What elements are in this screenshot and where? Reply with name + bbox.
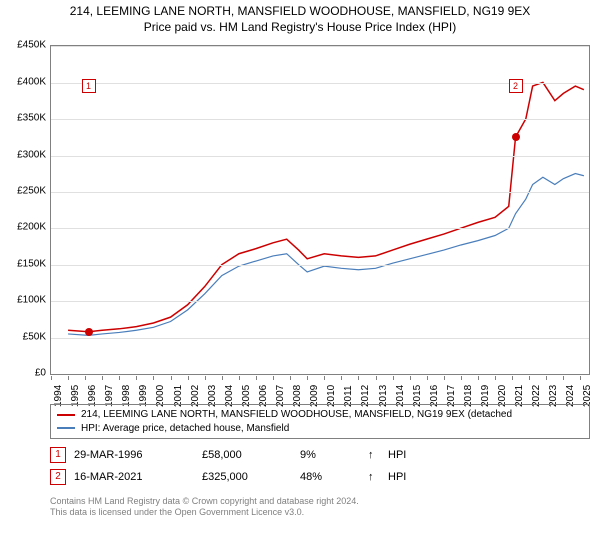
transaction-hpi: HPI <box>388 471 418 483</box>
transaction-pct: 48% <box>300 471 360 483</box>
y-tick-label: £200K <box>2 222 46 233</box>
x-tick-mark <box>580 376 581 380</box>
x-tick-mark <box>239 376 240 380</box>
x-tick-mark <box>51 376 52 380</box>
legend-row: 214, LEEMING LANE NORTH, MANSFIELD WOODH… <box>57 408 583 422</box>
x-tick-mark <box>324 376 325 380</box>
x-tick-mark <box>563 376 564 380</box>
x-tick-mark <box>256 376 257 380</box>
y-tick-label: £250K <box>2 185 46 196</box>
x-tick-mark <box>478 376 479 380</box>
gridline <box>51 265 589 266</box>
gridline <box>51 192 589 193</box>
series-svg <box>51 46 589 374</box>
transaction-dot <box>512 133 520 141</box>
arrow-up-icon: ↑ <box>368 471 380 483</box>
chart-container: 214, LEEMING LANE NORTH, MANSFIELD WOODH… <box>0 0 600 560</box>
x-tick-mark <box>188 376 189 380</box>
gridline <box>51 46 589 47</box>
gridline <box>51 338 589 339</box>
transaction-hpi: HPI <box>388 449 418 461</box>
transaction-marker: 1 <box>82 79 96 93</box>
y-tick-label: £450K <box>2 40 46 51</box>
legend: 214, LEEMING LANE NORTH, MANSFIELD WOODH… <box>50 404 590 439</box>
transaction-pct: 9% <box>300 449 360 461</box>
plot-area: 12 <box>50 45 590 375</box>
transaction-num: 1 <box>50 447 66 463</box>
x-tick-mark <box>222 376 223 380</box>
arrow-up-icon: ↑ <box>368 449 380 461</box>
title-line-2: Price paid vs. HM Land Registry's House … <box>0 20 600 36</box>
y-tick-label: £150K <box>2 258 46 269</box>
x-tick-mark <box>512 376 513 380</box>
footer-line-1: Contains HM Land Registry data © Crown c… <box>50 496 590 507</box>
x-tick-mark <box>273 376 274 380</box>
x-tick-mark <box>290 376 291 380</box>
x-tick-mark <box>307 376 308 380</box>
gridline <box>51 301 589 302</box>
title-line-1: 214, LEEMING LANE NORTH, MANSFIELD WOODH… <box>0 4 600 20</box>
x-tick-mark <box>358 376 359 380</box>
x-tick-mark <box>546 376 547 380</box>
gridline <box>51 119 589 120</box>
transaction-row: 1 29-MAR-1996 £58,000 9% ↑ HPI <box>50 444 590 466</box>
transaction-dot <box>85 328 93 336</box>
y-tick-label: £350K <box>2 113 46 124</box>
x-tick-mark <box>393 376 394 380</box>
x-tick-mark <box>427 376 428 380</box>
x-tick-mark <box>136 376 137 380</box>
x-tick-mark <box>410 376 411 380</box>
x-tick-mark <box>205 376 206 380</box>
transaction-price: £58,000 <box>202 449 292 461</box>
x-tick-mark <box>444 376 445 380</box>
x-tick-mark <box>119 376 120 380</box>
chart-wrap: 12 £0£50K£100K£150K£200K£250K£300K£350K£… <box>0 35 600 435</box>
gridline <box>51 156 589 157</box>
x-tick-mark <box>461 376 462 380</box>
transaction-price: £325,000 <box>202 471 292 483</box>
x-tick-mark <box>495 376 496 380</box>
transaction-marker: 2 <box>509 79 523 93</box>
transaction-date: 16-MAR-2021 <box>74 471 194 483</box>
transactions-table: 1 29-MAR-1996 £58,000 9% ↑ HPI 2 16-MAR-2021 £32… <box>50 444 590 488</box>
transaction-date: 29-MAR-1996 <box>74 449 194 461</box>
x-tick-mark <box>171 376 172 380</box>
x-tick-mark <box>102 376 103 380</box>
legend-label: HPI: Average price, detached house, Mans… <box>81 422 289 436</box>
x-tick-mark <box>85 376 86 380</box>
title-block: 214, LEEMING LANE NORTH, MANSFIELD WOODH… <box>0 0 600 35</box>
legend-swatch <box>57 427 75 429</box>
x-tick-mark <box>376 376 377 380</box>
legend-row: HPI: Average price, detached house, Mans… <box>57 422 583 436</box>
y-tick-label: £300K <box>2 149 46 160</box>
x-tick-mark <box>341 376 342 380</box>
legend-label: 214, LEEMING LANE NORTH, MANSFIELD WOODH… <box>81 408 512 422</box>
footer: Contains HM Land Registry data © Crown c… <box>50 496 590 519</box>
y-tick-label: £50K <box>2 331 46 342</box>
transaction-num: 2 <box>50 469 66 485</box>
gridline <box>51 228 589 229</box>
x-tick-mark <box>68 376 69 380</box>
x-tick-mark <box>153 376 154 380</box>
y-tick-label: £400K <box>2 76 46 87</box>
transaction-row: 2 16-MAR-2021 £325,000 48% ↑ HPI <box>50 466 590 488</box>
y-tick-label: £0 <box>2 368 46 379</box>
footer-line-2: This data is licensed under the Open Gov… <box>50 507 590 518</box>
legend-swatch <box>57 414 75 416</box>
x-tick-mark <box>529 376 530 380</box>
y-tick-label: £100K <box>2 295 46 306</box>
